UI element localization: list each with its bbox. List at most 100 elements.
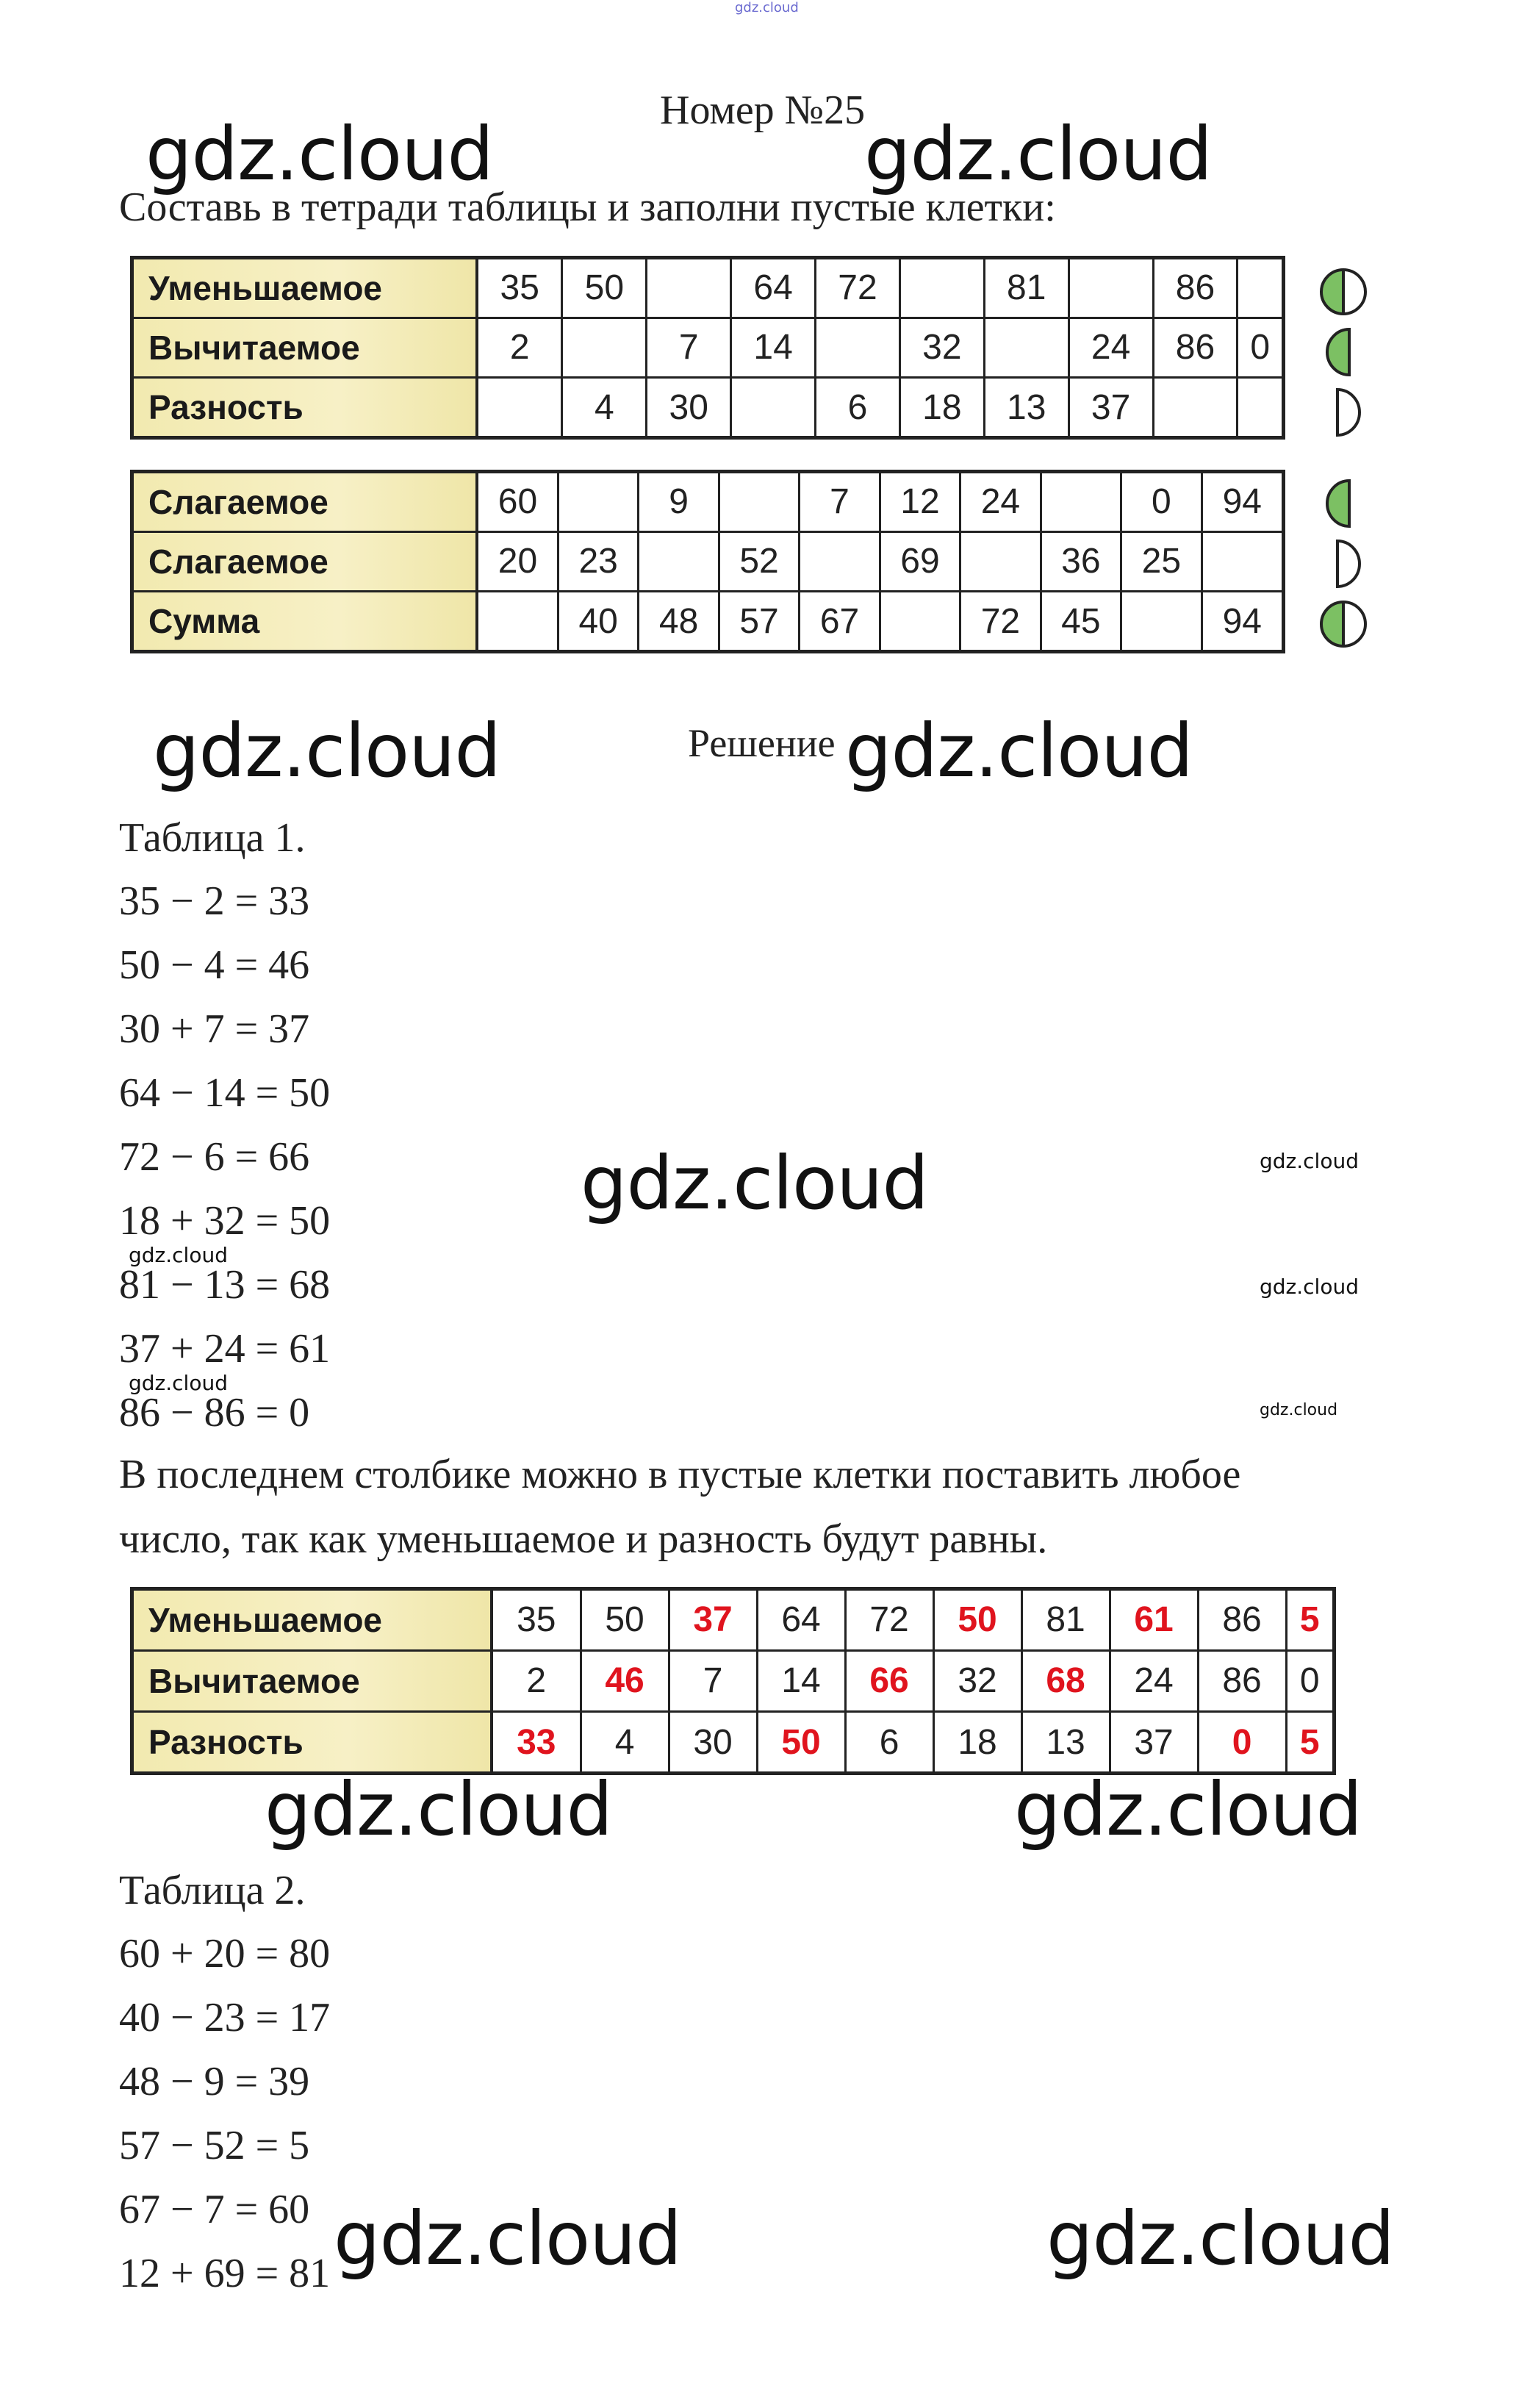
- half-moon-green-icon: [1320, 478, 1367, 529]
- table-cell: 48: [637, 590, 720, 653]
- table-cell: 7: [645, 316, 733, 379]
- equation: 18 + 32 = 50: [119, 1198, 331, 1244]
- table-cell: 5: [1285, 1588, 1336, 1652]
- equation: 57 − 52 = 5: [119, 2123, 310, 2168]
- row-label: Уменьшаемое: [131, 257, 478, 319]
- table-cell: 23: [556, 530, 640, 593]
- table-cell: 25: [1120, 530, 1203, 593]
- table-row: Вычитаемое 2 46 7 14 66 32 68 24 86 0: [131, 1649, 1336, 1713]
- row-label: Сумма: [131, 590, 478, 653]
- table-row: Слагаемое 60 9 7 12 24 0 94: [131, 470, 1285, 533]
- table-cell: 72: [844, 1588, 935, 1652]
- half-moon-empty-icon: [1320, 538, 1367, 590]
- table-cell: 13: [1020, 1710, 1111, 1774]
- table2-heading: Таблица 2.: [119, 1868, 306, 1913]
- equation: 48 − 9 = 39: [119, 2059, 310, 2104]
- equation: 37 + 24 = 61: [119, 1326, 331, 1372]
- table-cell: 0: [1120, 470, 1203, 533]
- table-cell: [645, 257, 733, 319]
- table-cell: 81: [983, 257, 1070, 319]
- watermark-small: gdz.cloud: [129, 1371, 228, 1395]
- solved-subtraction-table: Уменьшаемое 35 50 37 64 72 50 81 61 86 5 Вычитаемое…: [130, 1587, 1336, 1775]
- table-cell: [730, 376, 817, 439]
- table-cell: 72: [814, 257, 901, 319]
- table-cell: [878, 590, 962, 653]
- row-label: Разность: [131, 376, 478, 439]
- table-cell: 5: [1285, 1710, 1336, 1774]
- table-row: Разность 33 4 30 50 6 18 13 37 0 5: [131, 1710, 1336, 1774]
- table-cell: 35: [475, 257, 564, 319]
- page-title: Номер №25: [660, 87, 866, 133]
- half-moon-green-icon: [1320, 326, 1367, 378]
- watermark-small: gdz.cloud: [129, 1243, 228, 1267]
- watermark: gdz.cloud: [146, 111, 494, 197]
- table-cell: [1067, 257, 1154, 319]
- table-cell: 6: [814, 376, 901, 439]
- table-cell: 61: [1108, 1588, 1199, 1652]
- watermark-small: gdz.cloud: [1260, 1149, 1359, 1173]
- table-cell: 4: [561, 376, 648, 439]
- table-cell: 18: [932, 1710, 1023, 1774]
- row-label: Вычитаемое: [131, 1649, 493, 1713]
- row-label: Слагаемое: [131, 530, 478, 593]
- half-moon-empty-icon: [1320, 387, 1367, 438]
- table-cell: 50: [561, 257, 648, 319]
- watermark: gdz.cloud: [864, 111, 1213, 197]
- table-cell: 50: [755, 1710, 847, 1774]
- table-cell: 24: [959, 470, 1042, 533]
- table-row: Уменьшаемое 35 50 37 64 72 50 81 61 86 5: [131, 1588, 1336, 1652]
- watermark: gdz.cloud: [153, 708, 501, 794]
- equation: 35 − 2 = 33: [119, 878, 310, 924]
- watermark: gdz.cloud: [265, 1766, 613, 1852]
- table-cell: 9: [637, 470, 720, 533]
- table-cell: 14: [730, 316, 817, 379]
- equation: 60 + 20 = 80: [119, 1931, 331, 1977]
- table-cell: 12: [878, 470, 962, 533]
- equation: 12 + 69 = 81: [119, 2251, 331, 2296]
- table-cell: 86: [1152, 257, 1239, 319]
- table-cell: [1236, 257, 1285, 319]
- table-cell: 2: [490, 1649, 582, 1713]
- table-cell: [475, 590, 559, 653]
- table-cell: [717, 470, 801, 533]
- top-watermark: gdz.cloud: [735, 0, 799, 15]
- table-cell: 2: [475, 316, 564, 379]
- table-cell: [898, 257, 985, 319]
- table-cell: 0: [1196, 1710, 1287, 1774]
- table-cell: 66: [844, 1649, 935, 1713]
- table-cell: [798, 530, 881, 593]
- table-cell: 24: [1067, 316, 1154, 379]
- table-cell: 32: [932, 1649, 1023, 1713]
- table-cell: 94: [1200, 590, 1285, 653]
- table-cell: 52: [717, 530, 801, 593]
- table-cell: [556, 470, 640, 533]
- equation: 72 − 6 = 66: [119, 1134, 310, 1180]
- table-cell: 46: [579, 1649, 670, 1713]
- table-cell: 81: [1020, 1588, 1111, 1652]
- table-cell: 37: [667, 1588, 758, 1652]
- table-cell: 40: [556, 590, 640, 653]
- table-row: Разность 4 30 6 18 13 37: [131, 376, 1285, 439]
- table-cell: 67: [798, 590, 881, 653]
- table-cell: 69: [878, 530, 962, 593]
- table-cell: 0: [1285, 1649, 1336, 1713]
- equation: 40 − 23 = 17: [119, 1995, 331, 2040]
- table-row: Сумма 40 48 57 67 72 45 94: [131, 590, 1285, 653]
- table-cell: 4: [579, 1710, 670, 1774]
- table-cell: [1039, 470, 1123, 533]
- table-cell: 86: [1196, 1588, 1287, 1652]
- table-cell: 35: [490, 1588, 582, 1652]
- addition-table: Слагаемое 60 9 7 12 24 0 94 Слагаемое 20 23 52 69 36 2…: [130, 470, 1285, 653]
- row-label: Разность: [131, 1710, 493, 1774]
- table-cell: 64: [730, 257, 817, 319]
- subtraction-table: Уменьшаемое 35 50 64 72 81 86 Вычитаемое 2 7 14 32 2…: [130, 256, 1285, 440]
- equation: 86 − 86 = 0: [119, 1390, 310, 1436]
- row-label: Слагаемое: [131, 470, 478, 533]
- table-cell: [637, 530, 720, 593]
- table-cell: [475, 376, 564, 439]
- table-cell: 37: [1108, 1710, 1199, 1774]
- watermark: gdz.cloud: [334, 2196, 682, 2282]
- table-cell: 94: [1200, 470, 1285, 533]
- table-cell: 14: [755, 1649, 847, 1713]
- half-moon-full-split-icon: [1320, 266, 1367, 318]
